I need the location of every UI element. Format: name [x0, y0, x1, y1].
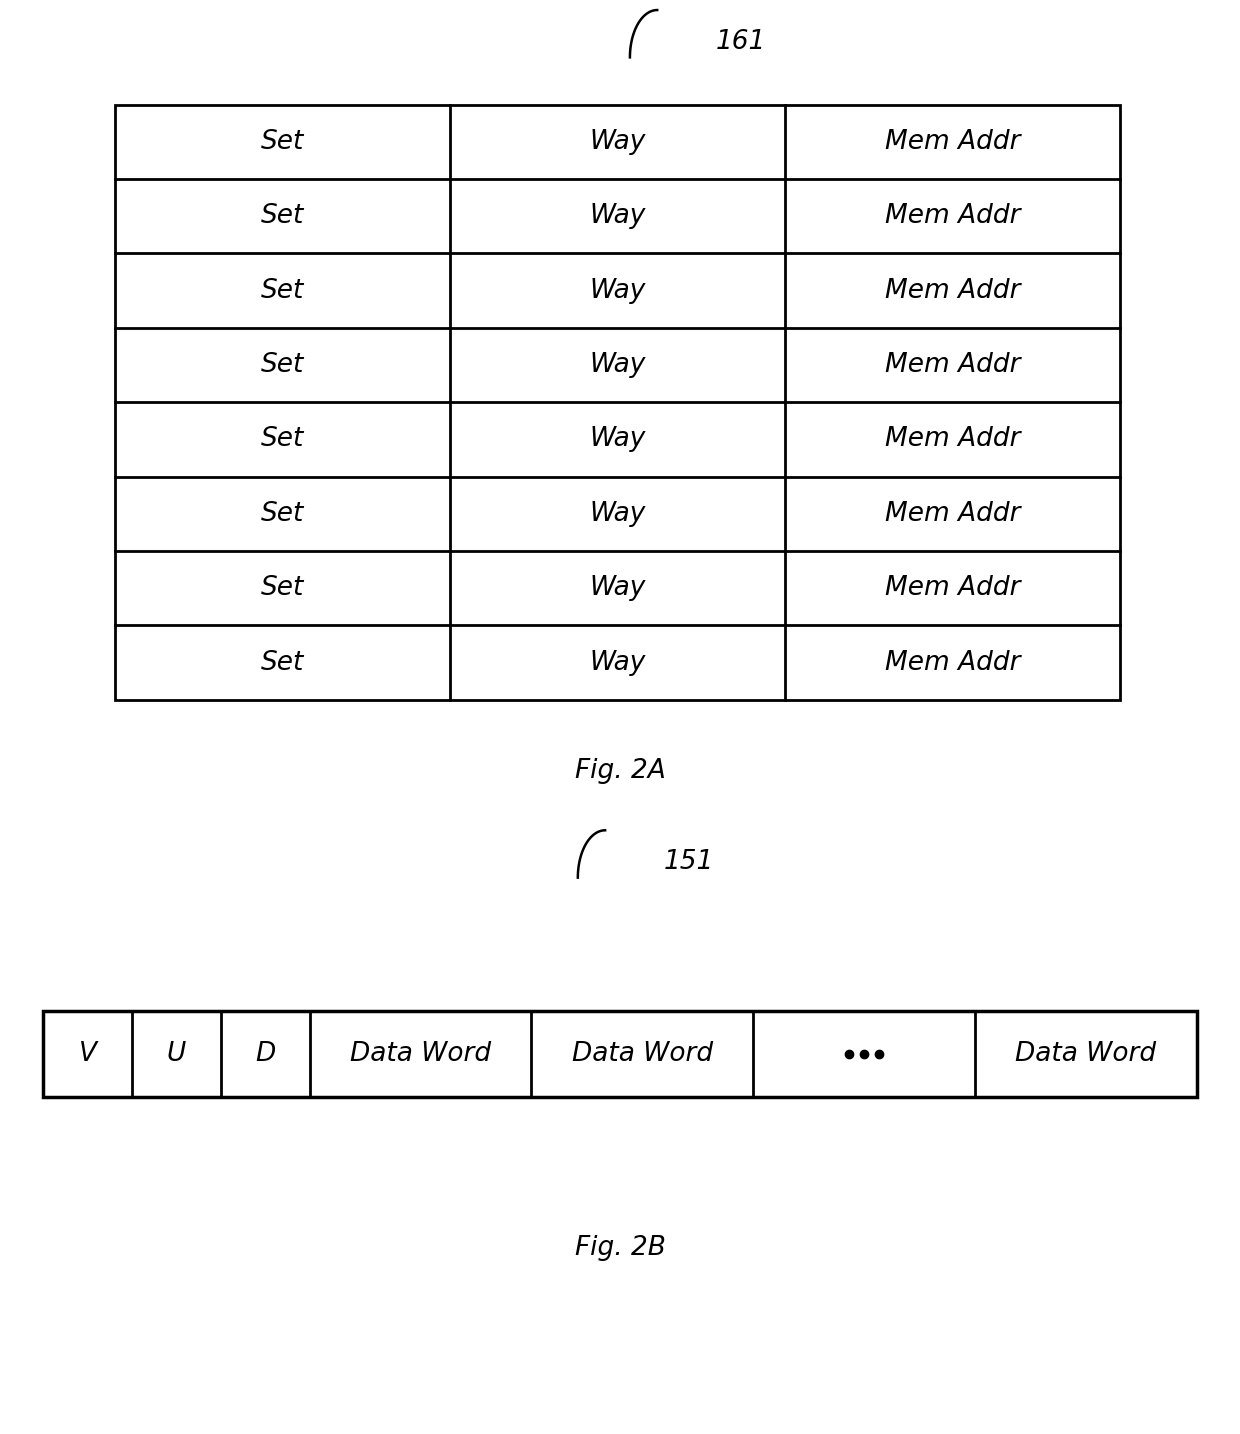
- Text: Way: Way: [589, 351, 646, 379]
- Text: Data Word: Data Word: [572, 1041, 713, 1067]
- Text: Way: Way: [589, 204, 646, 229]
- Text: Set: Set: [262, 351, 304, 379]
- Text: Set: Set: [262, 204, 304, 229]
- Text: Way: Way: [589, 129, 646, 155]
- Text: Set: Set: [262, 650, 304, 675]
- Text: Mem Addr: Mem Addr: [884, 204, 1021, 229]
- Text: Mem Addr: Mem Addr: [884, 575, 1021, 601]
- Text: Mem Addr: Mem Addr: [884, 650, 1021, 675]
- Text: D: D: [255, 1041, 275, 1067]
- Text: 161: 161: [715, 29, 766, 54]
- Bar: [43, 1011, 1197, 1097]
- Text: Set: Set: [262, 129, 304, 155]
- Text: Mem Addr: Mem Addr: [884, 500, 1021, 526]
- Text: Set: Set: [262, 500, 304, 526]
- Text: Way: Way: [589, 650, 646, 675]
- Text: Mem Addr: Mem Addr: [884, 426, 1021, 453]
- Bar: [115, 105, 1120, 700]
- Text: Way: Way: [589, 575, 646, 601]
- Text: Set: Set: [262, 278, 304, 304]
- Text: Mem Addr: Mem Addr: [884, 351, 1021, 379]
- Text: Set: Set: [262, 575, 304, 601]
- Text: Way: Way: [589, 500, 646, 526]
- Text: Way: Way: [589, 278, 646, 304]
- Text: Data Word: Data Word: [1016, 1041, 1156, 1067]
- Text: Set: Set: [262, 426, 304, 453]
- Text: U: U: [167, 1041, 186, 1067]
- Text: Fig. 2B: Fig. 2B: [574, 1235, 666, 1260]
- Text: Mem Addr: Mem Addr: [884, 278, 1021, 304]
- Text: Fig. 2A: Fig. 2A: [574, 759, 666, 784]
- Text: Way: Way: [589, 426, 646, 453]
- Text: Mem Addr: Mem Addr: [884, 129, 1021, 155]
- Text: V: V: [79, 1041, 97, 1067]
- Text: Data Word: Data Word: [350, 1041, 491, 1067]
- Text: 151: 151: [663, 849, 714, 875]
